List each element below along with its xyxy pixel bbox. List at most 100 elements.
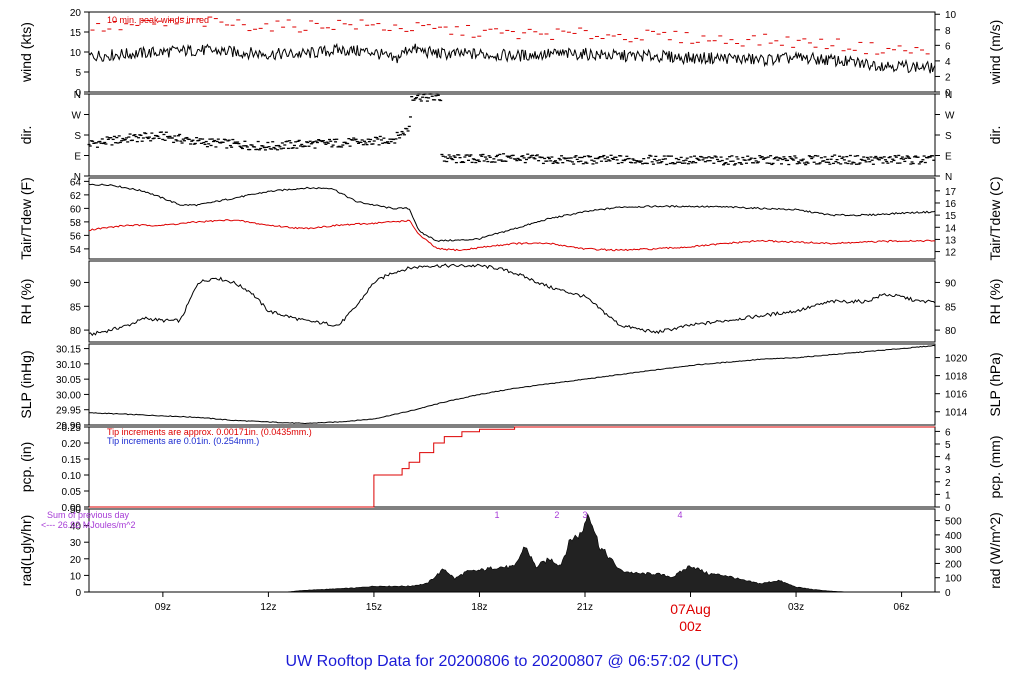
x-tick-label: 06z <box>894 602 910 613</box>
right-tick-label: 1 <box>945 490 951 501</box>
left-tick-label: 0 <box>75 588 81 599</box>
x-tick-label: 09z <box>155 602 171 613</box>
left-tick-label: 29.90 <box>56 421 81 432</box>
left-tick-label: 85 <box>70 302 82 313</box>
panel-frame <box>88 260 936 343</box>
prev-day-note: <--- 26.92 MJoules/m^2 <box>41 520 136 530</box>
right-tick-label: 90 <box>945 278 957 289</box>
left-tick-label: 54 <box>70 245 82 256</box>
panel-frame <box>88 177 936 260</box>
right-tick-label: 2 <box>945 72 951 83</box>
left-tick-label: 62 <box>70 191 82 202</box>
left-tick-label: 58 <box>70 218 82 229</box>
right-tick-label: 10 <box>945 10 957 21</box>
right-axis-title: dir. <box>987 126 1003 145</box>
right-tick-label: 80 <box>945 326 957 337</box>
left-tick-label: 0.20 <box>62 439 82 450</box>
panel-frame <box>88 11 936 93</box>
right-tick-label: 0 <box>945 588 951 599</box>
left-tick-label: 30.05 <box>56 375 81 386</box>
right-tick-label: 1020 <box>945 354 968 365</box>
panel-note: 10 min. peak winds in red <box>107 15 209 25</box>
left-tick-label: 30.15 <box>56 345 81 356</box>
left-axis-title: SLP (inHg) <box>18 350 34 418</box>
left-tick-label: 15 <box>70 28 82 39</box>
series-dir-0 <box>87 93 936 166</box>
right-axis-title: RH (%) <box>987 279 1003 325</box>
x-date-label: 07Aug <box>670 601 710 617</box>
left-tick-label: 10 <box>70 48 82 59</box>
right-tick-label: 15 <box>945 211 957 222</box>
right-tick-label: E <box>945 152 952 163</box>
left-tick-label: W <box>72 111 82 122</box>
right-tick-label: 13 <box>945 235 957 246</box>
right-tick-label: 8 <box>945 26 951 37</box>
left-tick-label: E <box>74 152 81 163</box>
left-tick-label: 0 <box>75 88 81 99</box>
left-tick-label: 20 <box>70 8 82 19</box>
right-tick-label: 4 <box>945 57 951 68</box>
right-tick-label: 85 <box>945 302 957 313</box>
right-tick-label: 4 <box>945 453 951 464</box>
panel-rh: 80 85 90 80 85 90 RH (%) RH (%) <box>18 260 1003 343</box>
right-tick-label: 100 <box>945 574 962 585</box>
left-tick-label: S <box>74 131 81 142</box>
right-tick-label: 0 <box>945 88 951 99</box>
left-tick-label: N <box>74 90 81 101</box>
chart-title: UW Rooftop Data for 20200806 to 20200807… <box>286 653 739 670</box>
left-tick-label: 50 <box>70 505 82 516</box>
series-wind-0 <box>88 42 936 74</box>
right-axis-title: pcp. (mm) <box>987 436 1003 499</box>
x-tick-label: 18z <box>471 602 487 613</box>
right-tick-label: S <box>945 131 952 142</box>
right-tick-label: 3 <box>945 465 951 476</box>
right-tick-label: 300 <box>945 545 962 556</box>
left-axis-title: RH (%) <box>18 279 34 325</box>
rad-marker-label: 4 <box>677 510 682 520</box>
panel-note: Tip increments are approx. 0.00171in. (0… <box>107 427 312 437</box>
series-rad-0 <box>285 513 849 593</box>
x-tick-label: 00z <box>679 618 702 634</box>
right-axis-title: SLP (hPa) <box>987 352 1003 416</box>
left-axis-title: rad(Lgly/hr) <box>18 515 34 587</box>
x-tick-label: 21z <box>577 602 593 613</box>
series-temp-0 <box>88 183 936 242</box>
left-tick-label: 0.00 <box>62 503 82 514</box>
right-tick-label: 1018 <box>945 372 968 383</box>
right-tick-label: 500 <box>945 517 962 528</box>
rad-marker-label: 3 <box>582 510 587 520</box>
left-axis-title: pcp. (in) <box>18 442 34 493</box>
series-slp-0 <box>89 344 936 425</box>
rad-marker-label: 1 <box>495 510 500 520</box>
left-tick-label: 10 <box>70 571 82 582</box>
left-tick-label: 30.10 <box>56 360 81 371</box>
panel-frame <box>88 343 936 426</box>
right-tick-label: N <box>945 90 952 101</box>
left-axis-title: Tair/Tdew (F) <box>18 177 34 259</box>
right-tick-label: 1014 <box>945 408 968 419</box>
left-tick-label: 30 <box>70 538 82 549</box>
panel-frame <box>88 426 936 508</box>
left-axis-title: dir. <box>18 126 34 145</box>
right-axis-title: Tair/Tdew (C) <box>987 176 1003 260</box>
left-tick-label: 29.95 <box>56 406 81 417</box>
panel-wind: 0 5 10 15 20 0 2 4 6 8 10 wind (kts) wind (m/s) 10 mi… <box>18 8 1003 99</box>
left-tick-label: 0.10 <box>62 471 82 482</box>
panel-slp: 29.90 29.95 30.00 30.05 30.10 30.15 1014 1016 10… <box>18 343 1003 432</box>
left-tick-label: 0.25 <box>62 423 82 434</box>
right-tick-label: 200 <box>945 559 962 570</box>
left-tick-label: 90 <box>70 278 82 289</box>
left-tick-label: 20 <box>70 555 82 566</box>
x-tick-label: 03z <box>788 602 804 613</box>
right-tick-label: 17 <box>945 187 957 198</box>
right-tick-label: 5 <box>945 440 951 451</box>
left-tick-label: 5 <box>75 68 81 79</box>
left-tick-label: 40 <box>70 522 82 533</box>
series-pcp-0 <box>89 426 935 508</box>
